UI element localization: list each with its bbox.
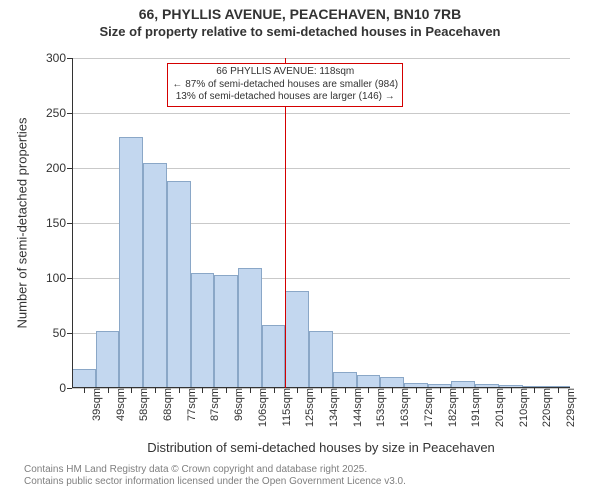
xtick-mark — [250, 388, 251, 393]
xtick-label: 210sqm — [516, 388, 530, 427]
xtick-mark — [511, 388, 512, 393]
x-axis-line — [72, 387, 570, 388]
xtick-mark — [131, 388, 132, 393]
xtick-mark — [321, 388, 322, 393]
annotation-box: 66 PHYLLIS AVENUE: 118sqm← 87% of semi-d… — [167, 63, 403, 107]
y-axis-label: Number of semi-detached properties — [15, 118, 30, 329]
xtick-mark — [297, 388, 298, 393]
gridline — [72, 113, 570, 114]
xtick-label: 39sqm — [89, 388, 103, 421]
histogram-bar — [72, 369, 96, 388]
xtick-label: 229sqm — [563, 388, 577, 427]
ytick-label: 100 — [46, 271, 72, 285]
histogram-bar — [333, 372, 357, 389]
xtick-label: 77sqm — [184, 388, 198, 421]
credits-line1: Contains HM Land Registry data © Crown c… — [24, 464, 600, 476]
xtick-mark — [416, 388, 417, 393]
chart-title: 66, PHYLLIS AVENUE, PEACEHAVEN, BN10 7RB… — [0, 0, 600, 40]
xtick-label: 144sqm — [350, 388, 364, 427]
xtick-label: 220sqm — [539, 388, 553, 427]
annotation-line: 66 PHYLLIS AVENUE: 118sqm — [172, 66, 398, 79]
xtick-label: 191sqm — [468, 388, 482, 427]
chart-title-line1: 66, PHYLLIS AVENUE, PEACEHAVEN, BN10 7RB — [0, 6, 600, 24]
credits: Contains HM Land Registry data © Crown c… — [0, 464, 600, 488]
gridline — [72, 58, 570, 59]
histogram-bar — [96, 331, 120, 388]
histogram-bar — [214, 275, 238, 388]
histogram-bar — [285, 291, 309, 388]
xtick-label: 201sqm — [492, 388, 506, 427]
y-axis-line — [72, 58, 73, 388]
xtick-label: 87sqm — [207, 388, 221, 421]
xtick-mark — [345, 388, 346, 393]
histogram-bar — [119, 137, 143, 388]
xtick-mark — [463, 388, 464, 393]
xtick-mark — [487, 388, 488, 393]
xtick-mark — [108, 388, 109, 393]
histogram-bar — [191, 273, 215, 389]
xtick-mark — [440, 388, 441, 393]
ytick-label: 0 — [59, 381, 72, 395]
xtick-label: 134sqm — [326, 388, 340, 427]
xtick-label: 49sqm — [113, 388, 127, 421]
xtick-mark — [226, 388, 227, 393]
xtick-label: 172sqm — [421, 388, 435, 427]
ytick-label: 150 — [46, 216, 72, 230]
xtick-mark — [84, 388, 85, 393]
ytick-label: 50 — [53, 326, 72, 340]
chart-container: 66, PHYLLIS AVENUE, PEACEHAVEN, BN10 7RB… — [0, 0, 600, 500]
xtick-mark — [179, 388, 180, 393]
xtick-label: 163sqm — [397, 388, 411, 427]
histogram-bar — [143, 163, 167, 389]
histogram-bar — [167, 181, 191, 388]
histogram-bar — [238, 268, 262, 388]
xtick-mark — [274, 388, 275, 393]
xtick-label: 58sqm — [136, 388, 150, 421]
xtick-mark — [392, 388, 393, 393]
xtick-mark — [155, 388, 156, 393]
xtick-label: 125sqm — [302, 388, 316, 427]
ytick-label: 250 — [46, 106, 72, 120]
x-axis-label: Distribution of semi-detached houses by … — [147, 440, 495, 455]
histogram-bar — [309, 331, 333, 388]
ytick-label: 200 — [46, 161, 72, 175]
xtick-label: 96sqm — [231, 388, 245, 421]
annotation-line: 13% of semi-detached houses are larger (… — [172, 91, 398, 104]
reference-line — [285, 58, 286, 388]
annotation-line: ← 87% of semi-detached houses are smalle… — [172, 79, 398, 92]
xtick-label: 115sqm — [279, 388, 293, 426]
xtick-label: 68sqm — [160, 388, 174, 421]
xtick-label: 106sqm — [255, 388, 269, 427]
credits-line2: Contains public sector information licen… — [24, 476, 600, 488]
ytick-label: 300 — [46, 51, 72, 65]
xtick-mark — [534, 388, 535, 393]
xtick-label: 153sqm — [373, 388, 387, 427]
xtick-mark — [368, 388, 369, 393]
xtick-label: 182sqm — [445, 388, 459, 427]
xtick-mark — [202, 388, 203, 393]
chart-title-line2: Size of property relative to semi-detach… — [0, 24, 600, 40]
xtick-mark — [558, 388, 559, 393]
histogram-bar — [262, 325, 286, 388]
plot-area: 05010015020025030039sqm49sqm58sqm68sqm77… — [72, 58, 570, 388]
